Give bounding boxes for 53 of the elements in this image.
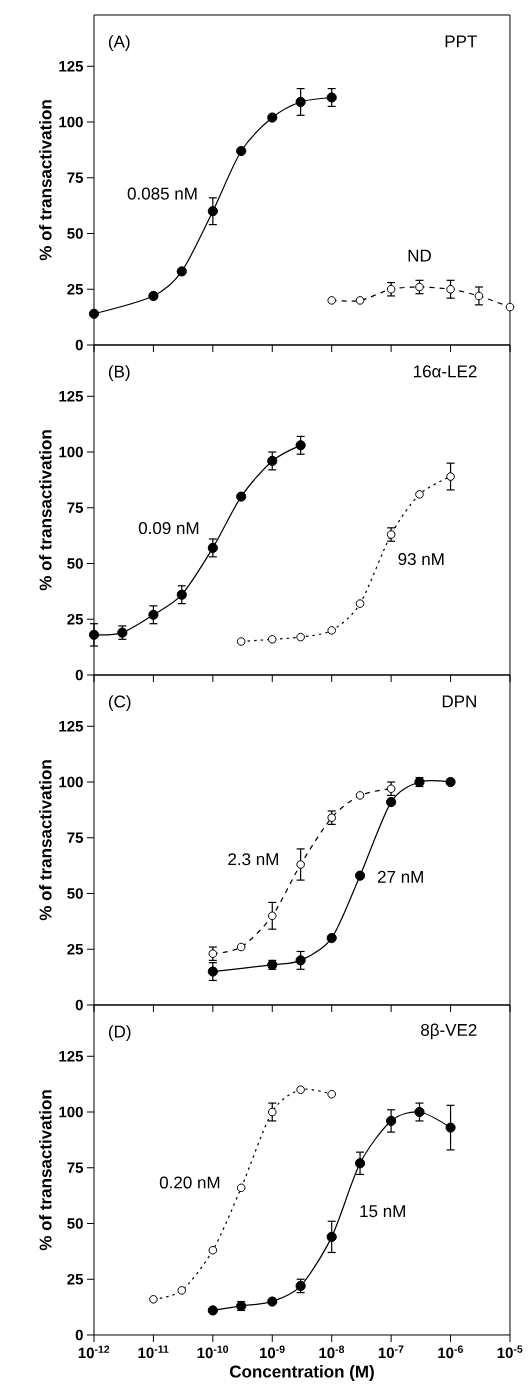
y-tick-label: 125 (59, 720, 84, 732)
text: DPN (442, 695, 476, 708)
y-tick-label: 75 (67, 172, 84, 183)
text: PPT (445, 35, 477, 48)
annotation: 27 nM (377, 870, 423, 883)
x-tick-label: 10$^{-6}$ (438, 1345, 463, 1359)
text: (C) (108, 695, 131, 711)
y-tick-label: 25 (67, 283, 84, 295)
annotation: 93 nM (398, 553, 444, 566)
y-tick-label: 0 (75, 1329, 83, 1341)
y-tick-label: 0 (75, 669, 83, 681)
y-axis-title: % of transactivation (39, 760, 52, 921)
y-tick-label: 100 (59, 776, 83, 788)
x-axis-title: Concentration (M) (229, 1365, 374, 1381)
text: 8β-VE2 (421, 1023, 477, 1040)
y-tick-label: 75 (67, 832, 84, 843)
x-tick-label: 10$^{-7}$ (378, 1345, 404, 1359)
x-tick-label: 10$^{-10}$ (197, 1345, 229, 1359)
y-tick-label: 0 (75, 999, 83, 1011)
y-tick-label: 125 (59, 1050, 84, 1062)
annotation: 15 nM (360, 1205, 405, 1218)
y-axis-title: % of transactivation (39, 430, 52, 591)
y-tick-label: 125 (59, 390, 84, 402)
y-tick-label: 125 (59, 60, 84, 72)
y-tick-label: 75 (67, 1162, 84, 1173)
y-tick-label: 25 (67, 613, 84, 625)
y-tick-label: 25 (67, 1273, 84, 1285)
y-tick-label: 50 (67, 888, 83, 899)
x-tick-label: 10$^{-8}$ (319, 1345, 345, 1359)
y-tick-label: 100 (59, 116, 83, 128)
text: (A) (108, 35, 130, 51)
x-tick-label: 10$^{-11}$ (138, 1345, 169, 1359)
annotation: 0.20 nM (159, 1176, 220, 1189)
x-tick-label: 10$^{-12}$ (78, 1345, 110, 1359)
y-axis-title: % of transactivation (39, 1090, 52, 1251)
y-tick-label: 50 (67, 1218, 83, 1229)
annotation: ND (408, 249, 431, 262)
y-tick-label: 100 (59, 1106, 83, 1118)
x-tick-label: 10$^{-5}$ (497, 1345, 523, 1359)
y-tick-label: 50 (67, 228, 83, 239)
annotation: 2.3 nM (228, 853, 278, 866)
annotation: 0.085 nM (127, 187, 197, 200)
y-tick-label: 50 (67, 558, 83, 569)
y-tick-label: 100 (59, 446, 83, 458)
x-tick-label: 10$^{-9}$ (259, 1345, 285, 1359)
y-tick-label: 0 (75, 339, 83, 351)
text: (B) (108, 365, 130, 381)
y-tick-label: 25 (67, 943, 84, 955)
text: (D) (108, 1025, 131, 1041)
y-axis-title: % of transactivation (39, 100, 52, 261)
annotation: 0.09 nM (138, 522, 199, 535)
y-tick-label: 75 (67, 502, 84, 513)
text: 16α-LE2 (413, 365, 477, 378)
